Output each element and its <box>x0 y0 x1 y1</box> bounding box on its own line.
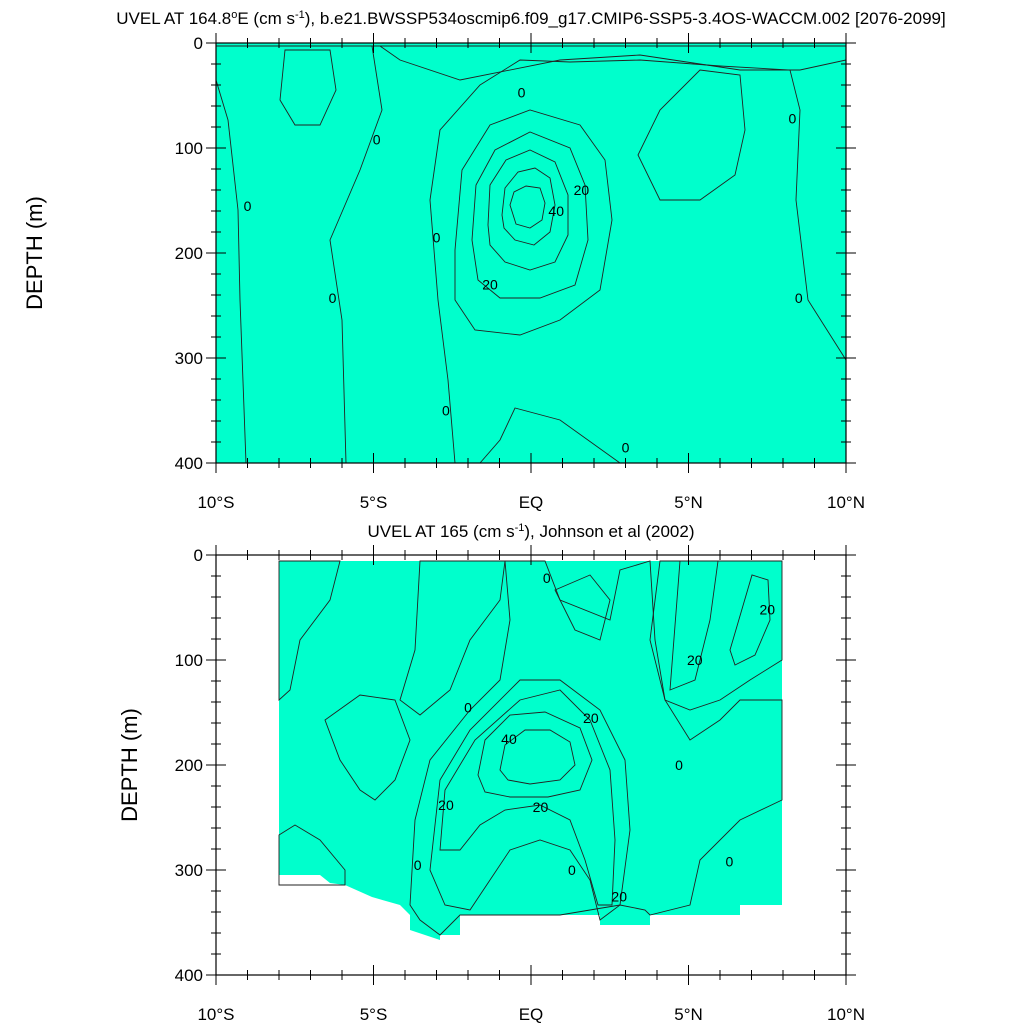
fill-band-lightorange-jet <box>487 149 569 271</box>
panel-observations: UVEL AT 165 (cm s-1), Johnson et al (200… <box>117 522 865 1024</box>
contour-label: 40 <box>501 731 517 747</box>
fill-band-lime-west <box>279 49 337 126</box>
fill-band-orange-obs <box>499 729 576 785</box>
x-tick-label: 10°S <box>197 493 234 512</box>
x-tick-label: 10°N <box>827 1005 865 1024</box>
contour-label: 20 <box>583 710 599 726</box>
y-tick-label: 300 <box>175 349 203 368</box>
contour-label: 0 <box>433 229 441 245</box>
x-tick-label: 5°S <box>360 1005 388 1024</box>
contour-label: 0 <box>789 111 797 127</box>
contour-label: 0 <box>442 403 450 419</box>
fill-band-green-obs-west <box>278 560 341 702</box>
fill-band-green-obs-jet <box>409 560 783 936</box>
panel-model: UVEL AT 164.8oE (cm s-1), b.e21.BWSSP534… <box>22 9 946 512</box>
x-tick-label: EQ <box>519 493 544 512</box>
panel-1-ylabel: DEPTH (m) <box>22 196 47 310</box>
fill-band-yellow-jet <box>471 131 589 299</box>
panel-2-contour-labels: 0 0 0 0 0 0 20 20 20 20 20 20 40 <box>414 570 776 904</box>
panel-1-contours <box>216 43 846 463</box>
fill-band-orange-jet <box>501 167 556 246</box>
contour-label: 0 <box>329 290 337 306</box>
contour-label: 20 <box>759 602 775 618</box>
contour-label: 0 <box>543 570 551 586</box>
contour-label: 20 <box>611 888 627 904</box>
x-tick-label: EQ <box>519 1005 544 1024</box>
contour-label: 0 <box>464 699 472 715</box>
fill-band-aqua-obs <box>279 561 782 940</box>
x-tick-label: 5°S <box>360 493 388 512</box>
fill-band-yellow-obs-jet <box>439 689 616 906</box>
contour-label: 0 <box>414 857 422 873</box>
contour-label: 0 <box>244 198 252 214</box>
contour-label: 0 <box>675 757 683 773</box>
fill-band-yellow-obs-east-2 <box>729 574 771 666</box>
fill-band-lightorange-obs <box>477 711 593 798</box>
contour-label: 20 <box>438 797 454 813</box>
contour-label: 0 <box>795 290 803 306</box>
fill-band-darkorange-jet <box>509 185 546 229</box>
y-tick-label: 100 <box>175 139 203 158</box>
panel-1-title: UVEL AT 164.8oE (cm s-1), b.e21.BWSSP534… <box>116 9 945 28</box>
contour-label: 0 <box>373 132 381 148</box>
fill-band-green-east <box>429 59 846 463</box>
fill-band-green-west <box>216 45 383 463</box>
fill-band-cyan-obs-1 <box>399 560 506 716</box>
contour-label: 0 <box>622 439 630 455</box>
fill-band-cyan-obs-3 <box>554 574 611 641</box>
contour-label: 20 <box>574 182 590 198</box>
y-tick-label: 400 <box>175 454 203 473</box>
fill-band-lime-east <box>637 69 746 201</box>
x-tick-label: 10°N <box>827 493 865 512</box>
y-tick-label: 300 <box>175 861 203 880</box>
fill-band-yellow-obs-east <box>669 560 719 691</box>
y-tick-label: 0 <box>194 34 203 53</box>
panel-1-contour-labels: 0 0 0 0 0 0 0 0 0 20 20 40 <box>244 84 803 455</box>
contour-label: 20 <box>687 652 703 668</box>
y-tick-label: 100 <box>175 651 203 670</box>
fill-band-cyan <box>216 45 846 81</box>
contour-label: 0 <box>726 854 734 870</box>
contour-label: 20 <box>533 799 549 815</box>
y-tick-label: 400 <box>175 966 203 985</box>
contour-label: 40 <box>548 203 564 219</box>
x-tick-label: 5°N <box>674 493 703 512</box>
y-tick-label: 200 <box>175 244 203 263</box>
x-tick-label: 5°N <box>674 1005 703 1024</box>
contour-label: 0 <box>568 862 576 878</box>
fill-band-green-obs-sw <box>278 824 346 886</box>
panel-2-title: UVEL AT 165 (cm s-1), Johnson et al (200… <box>368 522 695 541</box>
contour-label: 0 <box>518 84 526 100</box>
y-tick-label: 200 <box>175 756 203 775</box>
panel-2-ylabel: DEPTH (m) <box>117 708 142 822</box>
fill-band-lime-jet <box>454 109 613 336</box>
fill-band-aqua <box>216 43 846 463</box>
fill-band-cyan-obs-2 <box>324 694 411 801</box>
y-tick-label: 0 <box>194 546 203 565</box>
contour-label: 20 <box>482 277 498 293</box>
x-tick-label: 10°S <box>197 1005 234 1024</box>
panel-2-contours <box>278 560 783 940</box>
fill-band-lime-obs-jet <box>429 679 631 921</box>
